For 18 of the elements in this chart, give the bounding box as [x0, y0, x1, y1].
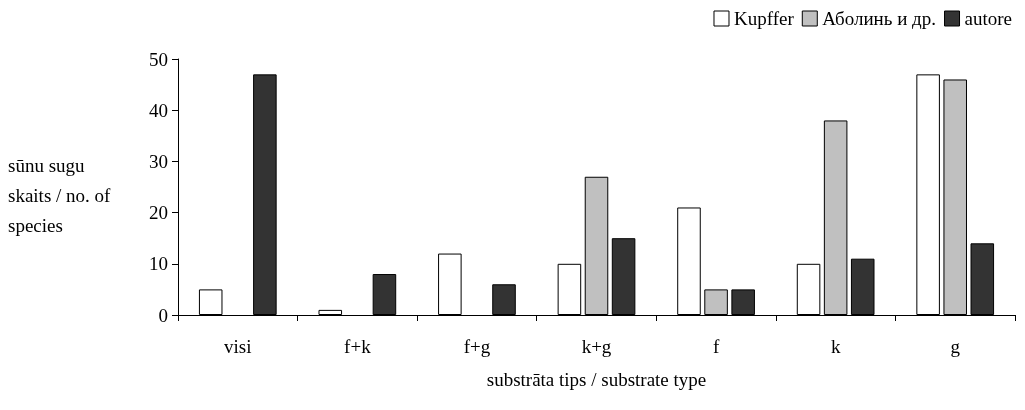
x-tick-label: k+g: [581, 336, 612, 357]
y-tick-label: 0: [158, 304, 168, 326]
legend-label: Kupffer: [734, 8, 795, 29]
y-tick-label: 30: [149, 150, 168, 172]
y-tick-label: 50: [149, 48, 168, 70]
legend-label: Аболинь и др.: [822, 8, 937, 29]
x-tick-label: visi: [224, 336, 252, 357]
x-tick-label: f+g: [463, 336, 491, 357]
y-tick-label: 10: [149, 253, 168, 275]
x-tick-label: k: [830, 336, 841, 357]
legend-label: autore: [964, 8, 1013, 29]
y-tick-label: 20: [149, 202, 168, 224]
x-axis-title: substrāta tips / substrate type: [486, 369, 707, 390]
y-axis-title: sūnu sugu skaits / no. of species: [8, 154, 116, 236]
y-tick-label: 40: [149, 99, 168, 121]
x-tick-label: g: [950, 336, 961, 357]
x-tick-label: f: [712, 336, 720, 357]
x-tick-label: f+k: [344, 336, 372, 357]
